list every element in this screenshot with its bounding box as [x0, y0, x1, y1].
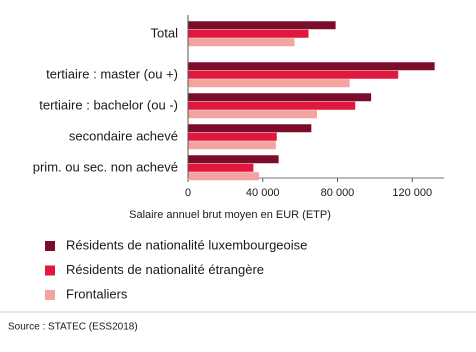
- legend-label: Résidents de nationalité étrangère: [66, 262, 264, 277]
- bar: [188, 93, 372, 102]
- legend-label: Résidents de nationalité luxembourgeoise: [66, 237, 307, 252]
- y-tick-label: tertiaire : master (ou +): [46, 66, 178, 81]
- bar: [188, 38, 295, 47]
- bar: [188, 172, 260, 181]
- x-tick-label: 80 000: [321, 187, 355, 199]
- bar: [188, 70, 399, 79]
- x-axis-label: Salaire annuel brut moyen en EUR (ETP): [129, 209, 331, 221]
- y-tick-label: secondaire achevé: [69, 128, 178, 143]
- bar: [188, 79, 350, 88]
- bar: [188, 110, 317, 119]
- legend-swatch: [45, 265, 55, 276]
- bar: [188, 21, 336, 30]
- legend-swatch: [45, 290, 55, 300]
- x-tick-label: 40 000: [246, 187, 280, 199]
- bar: [188, 62, 435, 71]
- bar: [188, 124, 312, 133]
- bar: [188, 132, 277, 141]
- source: Source : STATEC (ESS2018): [8, 322, 138, 333]
- legend-swatch: [45, 241, 55, 251]
- bar: [188, 163, 254, 172]
- legend-label: Frontaliers: [66, 286, 128, 301]
- bar: [188, 155, 279, 164]
- y-tick-label: prim. ou sec. non achevé: [33, 159, 178, 174]
- bar: [188, 141, 276, 150]
- x-tick-label: 120 000: [392, 187, 432, 199]
- y-tick-label: Total: [151, 25, 179, 40]
- bar: [188, 101, 356, 110]
- bar: [188, 29, 309, 38]
- y-tick-label: tertiaire : bachelor (ou -): [39, 97, 178, 112]
- x-tick-label: 0: [185, 187, 191, 199]
